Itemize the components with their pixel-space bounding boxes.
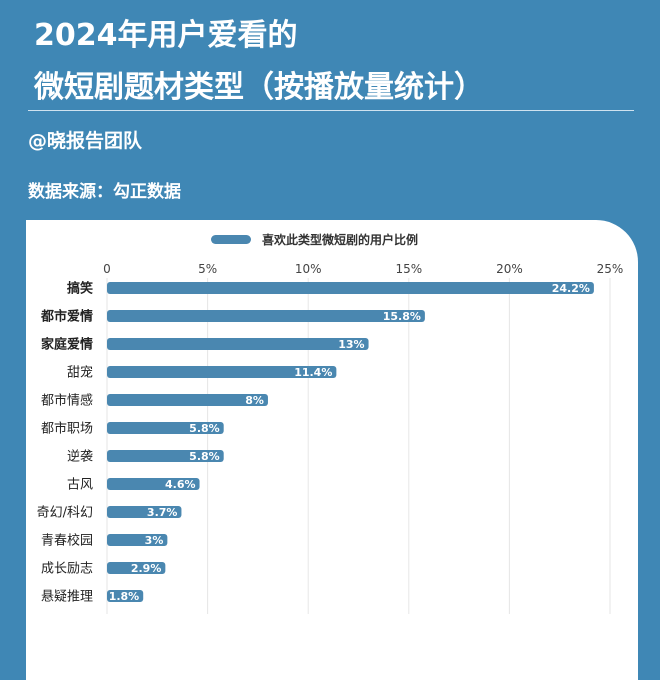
bar <box>107 450 224 462</box>
value-label: 2.9% <box>131 562 162 575</box>
category-label: 奇幻/科幻 <box>37 505 93 521</box>
category-label: 都市爱情 <box>40 309 93 325</box>
legend-label: 喜欢此类型微短剧的用户比例 <box>262 232 418 247</box>
bar <box>107 562 166 574</box>
category-label: 逆袭 <box>67 449 93 465</box>
x-tick-label: 10% <box>295 262 322 276</box>
bar <box>107 506 182 518</box>
category-label: 成长励志 <box>41 562 93 577</box>
bar <box>107 422 224 434</box>
bar <box>107 590 144 602</box>
value-label: 24.2% <box>552 282 590 295</box>
x-tick-label: 25% <box>597 262 624 276</box>
value-label: 8% <box>245 394 264 407</box>
x-tick-label: 20% <box>496 262 523 276</box>
value-label: 15.8% <box>383 310 421 323</box>
value-label: 5.8% <box>189 450 220 463</box>
bar <box>107 282 594 294</box>
bar <box>107 394 268 406</box>
legend-swatch <box>211 235 251 244</box>
data-source: 数据来源：勾正数据 <box>28 182 181 202</box>
value-label: 5.8% <box>189 422 220 435</box>
title-line-2: 微短剧题材类型（按播放量统计） <box>34 70 484 105</box>
value-label: 3% <box>145 534 164 547</box>
category-label: 都市情感 <box>41 393 93 409</box>
title-line-1: 2024年用户爱看的 <box>34 18 298 53</box>
bar <box>107 310 425 322</box>
title-divider <box>28 110 634 111</box>
x-tick-label: 15% <box>395 262 422 276</box>
bar <box>107 534 168 546</box>
bar <box>107 338 369 350</box>
category-label: 都市职场 <box>41 421 93 437</box>
bar <box>107 478 200 490</box>
category-label: 悬疑推理 <box>41 589 93 605</box>
chart-panel: 喜欢此类型微短剧的用户比例 0 5% 10% 15% 20% 25% 搞笑 24.2% 都市爱情 1… <box>26 220 638 680</box>
bar-chart: 喜欢此类型微短剧的用户比例 0 5% 10% 15% 20% 25% 搞笑 24.2% 都市爱情 1… <box>37 232 624 614</box>
value-label: 11.4% <box>294 366 332 379</box>
category-label: 搞笑 <box>67 281 93 297</box>
author-credit: @晓报告团队 <box>28 130 143 152</box>
value-label: 1.8% <box>109 590 140 603</box>
category-label: 古风 <box>67 478 93 493</box>
bar <box>107 366 337 378</box>
category-label: 青春校园 <box>41 533 93 549</box>
category-label: 家庭爱情 <box>41 337 93 353</box>
x-tick-label: 5% <box>198 262 217 276</box>
page-title: 2024年用户爱看的 微短剧题材类型（按播放量统计） <box>34 10 634 114</box>
value-label: 3.7% <box>147 506 178 519</box>
category-label: 甜宠 <box>67 365 93 381</box>
value-label: 13% <box>338 338 364 351</box>
value-label: 4.6% <box>165 478 196 491</box>
x-tick-label: 0 <box>103 262 111 276</box>
